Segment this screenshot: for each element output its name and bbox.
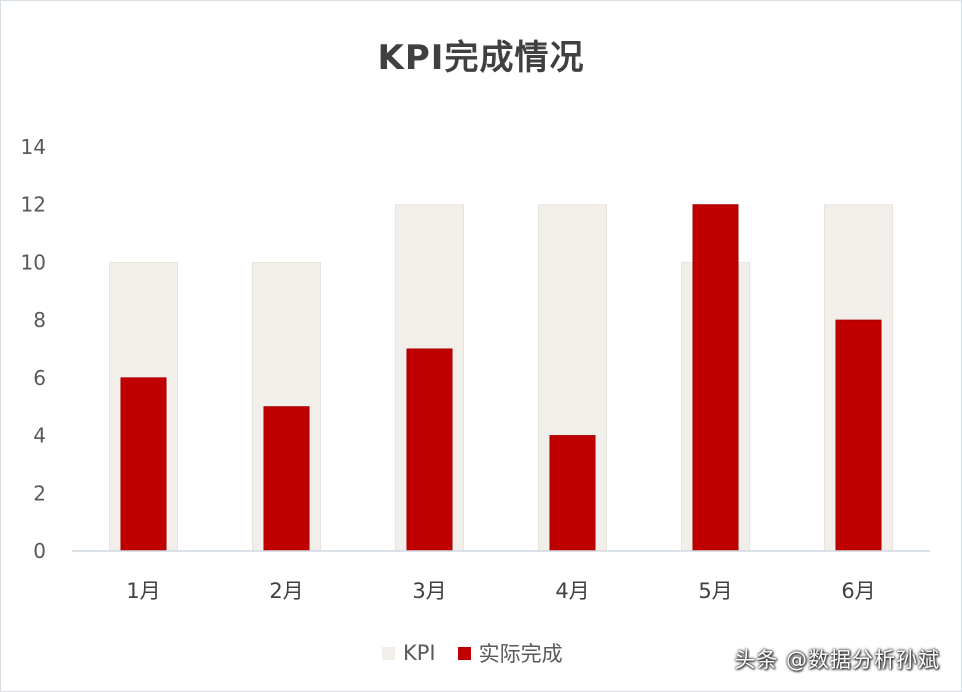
y-tick-label: 6 [33,366,46,390]
y-tick-label: 2 [33,481,46,505]
y-tick-label: 14 [21,135,46,159]
legend-swatch-kpi [382,646,395,660]
legend-label-kpi: KPI [403,641,436,665]
x-tick-label: 3月 [412,579,446,603]
actual-bar [692,204,739,552]
y-tick-label: 0 [33,539,46,563]
chart-legend: KPI 实际完成 [382,638,585,668]
actual-bar [835,319,882,552]
y-tick-label: 4 [33,424,46,448]
x-tick-label: 5月 [698,579,732,603]
x-tick-label: 6月 [841,579,875,603]
chart-title: KPI完成情况 [377,38,585,78]
x-tick-label: 4月 [555,579,589,603]
y-tick-label: 8 [33,308,46,332]
legend-label-actual: 实际完成 [478,642,563,666]
actual-bar [263,406,310,552]
actual-bar [406,348,453,552]
x-tick-label: 1月 [126,579,160,603]
legend-swatch-actual [457,646,471,660]
actual-bar [549,435,596,552]
watermark-text: 头条 @数据分析孙斌 [734,648,940,672]
legend-item-actual: 实际完成 [457,638,563,668]
legend-item-kpi: KPI [382,641,436,665]
actual-bar [120,377,167,552]
y-tick-label: 12 [21,193,46,217]
x-tick-label: 2月 [269,579,303,603]
y-tick-label: 10 [21,250,46,274]
